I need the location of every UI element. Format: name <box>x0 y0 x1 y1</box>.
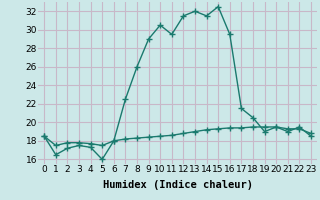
X-axis label: Humidex (Indice chaleur): Humidex (Indice chaleur) <box>103 180 252 190</box>
